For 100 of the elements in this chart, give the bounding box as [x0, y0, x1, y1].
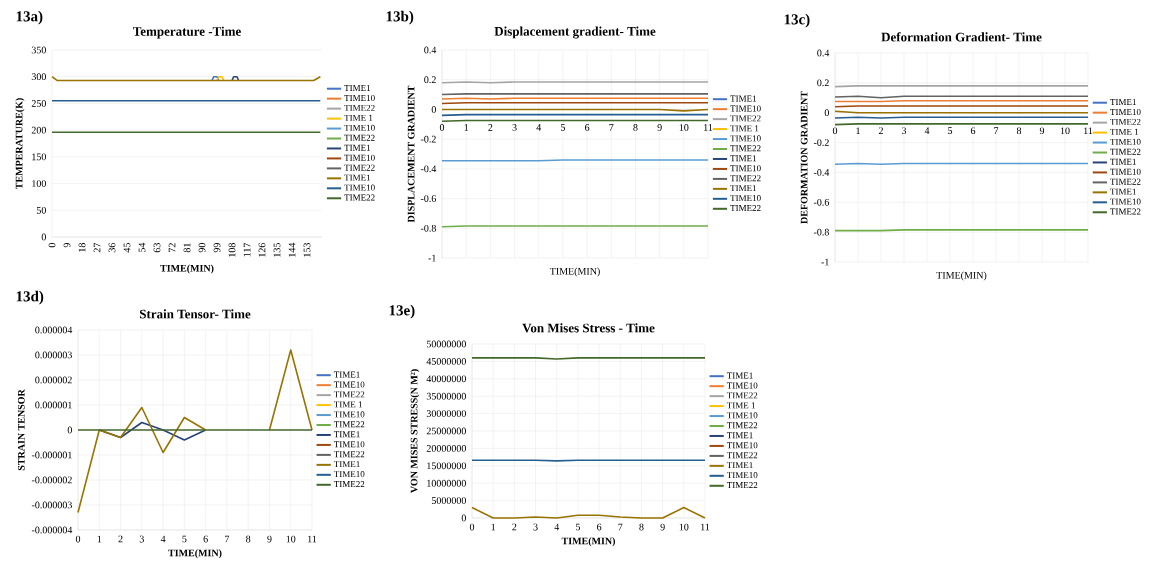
legend-label: TIME10	[344, 124, 375, 132]
x-tick-label: 8	[246, 535, 251, 543]
legend-label: TIME10	[333, 381, 365, 388]
legend-label: TIME22	[1110, 208, 1141, 215]
y-tick-label: -1	[821, 258, 829, 266]
legend-label: TIME22	[333, 481, 365, 488]
legend-label: TIME10	[344, 184, 375, 191]
x-tick-label: 54	[138, 242, 146, 253]
x-tick-label: 8	[639, 523, 644, 531]
x-tick-label: 7	[994, 127, 999, 135]
y-axis-title: STRAIN TENSOR	[17, 389, 25, 471]
legend-label: TIME1	[730, 155, 757, 162]
legend-label: TIME1	[726, 462, 753, 469]
chart-title: Von Mises Stress - Time	[522, 323, 655, 333]
x-tick-label: 1	[491, 523, 496, 531]
y-tick-label: 0.000002	[35, 376, 72, 384]
y-tick-label: 250	[31, 100, 46, 107]
y-tick-label: 0.2	[424, 76, 436, 84]
y-tick-label: 50	[36, 207, 46, 214]
x-tick-label: 2	[878, 127, 883, 135]
x-tick-label: 11	[704, 124, 713, 131]
y-tick-label: 5000000	[431, 497, 466, 505]
text: 13e)	[389, 305, 415, 319]
y-tick-label: 0	[67, 426, 72, 434]
legend-label: TIME22	[730, 115, 761, 122]
legend-label: TIME10	[344, 154, 375, 161]
x-tick-label: 18	[78, 243, 86, 252]
legend-label: TIME10	[730, 195, 761, 202]
legend-label: TIME 1	[726, 402, 755, 409]
x-tick-label: 81	[183, 243, 191, 253]
text: 13c)	[784, 14, 810, 28]
x-tick-label: 4	[536, 124, 542, 131]
text: 13b)	[386, 11, 414, 25]
legend-label: TIME10	[730, 165, 761, 172]
x-tick-label: 5	[561, 124, 566, 131]
x-tick-label: 7	[225, 535, 230, 543]
x-axis-title: TIME(MIN)	[160, 264, 214, 274]
legend-label: TIME22	[344, 105, 375, 112]
legend-label: TIME22	[730, 145, 761, 152]
legend-label: TIME10	[1110, 198, 1141, 205]
x-tick-label: 3	[512, 124, 517, 131]
text: 13d)	[16, 291, 44, 305]
x-tick-label: 1	[856, 127, 860, 135]
y-tick-label: 0	[461, 514, 466, 522]
y-tick-label: 0.2	[817, 79, 829, 87]
x-tick-label: 3	[139, 535, 144, 543]
legend-label: TIME22	[1110, 178, 1141, 185]
text: 13a)	[16, 11, 43, 25]
legend-label: TIME10	[730, 135, 761, 142]
legend-label: TIME10	[726, 472, 758, 479]
legend-label: TIME1	[333, 431, 360, 438]
chart-title: Strain Tensor- Time	[139, 309, 251, 319]
y-tick-label: 40000000	[426, 375, 466, 383]
y-axis-title: TEMPERATURE(K)	[15, 98, 25, 190]
legend-label: TIME10	[726, 442, 758, 449]
x-axis-title: TIME(MIN)	[168, 549, 222, 559]
x-axis-title: TIME(MIN)	[561, 537, 615, 547]
legend-label: TIME 1	[344, 115, 373, 121]
y-tick-label: 0	[41, 233, 46, 241]
y-tick-label: 50000000	[426, 340, 466, 348]
legend-label: TIME22	[730, 205, 761, 212]
x-tick-label: 8	[633, 124, 638, 131]
y-tick-label: -0.2	[813, 139, 829, 147]
x-tick-label: 9	[63, 243, 71, 248]
legend-label: TIME22	[333, 391, 365, 398]
y-tick-label: -0.8	[813, 228, 829, 236]
x-tick-label: 5	[948, 127, 953, 135]
legend-label: TIME1	[726, 432, 753, 439]
y-tick-label: 200	[31, 126, 46, 134]
x-tick-label: 45	[123, 243, 131, 253]
y-tick-label: 15000000	[427, 462, 466, 470]
y-tick-label: -0.8	[420, 225, 436, 232]
y-tick-label: 30000000	[426, 410, 466, 418]
x-tick-label: 4	[924, 127, 930, 135]
x-tick-label: 6	[585, 124, 590, 131]
x-tick-label: 10	[1060, 127, 1070, 135]
y-tick-label: -0.2	[420, 135, 436, 143]
legend-label: TIME22	[333, 421, 365, 428]
y-tick-label: 25000000	[426, 427, 466, 435]
y-tick-label: 300	[31, 73, 46, 81]
legend-label: TIME22	[726, 482, 758, 489]
x-tick-label: 10	[286, 535, 296, 543]
y-axis-title: DEFORMATION GRADIENT	[800, 91, 808, 224]
x-tick-label: 7	[618, 523, 623, 531]
y-tick-label: 10000000	[427, 479, 466, 487]
y-tick-label: 0.4	[817, 49, 830, 57]
x-tick-label: 9	[660, 523, 665, 531]
legend-label: TIME22	[726, 422, 758, 429]
x-tick-label: 0	[832, 127, 838, 135]
legend-label: TIME22	[333, 451, 365, 458]
x-tick-label: 4	[554, 523, 560, 531]
legend-label: TIME22	[730, 175, 761, 182]
y-tick-label: -1	[428, 254, 436, 262]
x-tick-label: 153	[303, 243, 311, 257]
legend-label: TIME10	[333, 411, 365, 418]
y-tick-label: -0.6	[813, 199, 830, 206]
y-tick-label: -0.000003	[31, 501, 72, 509]
legend-label: TIME10	[344, 95, 375, 102]
x-tick-label: 7	[609, 124, 614, 131]
x-tick-label: 5	[182, 535, 187, 543]
